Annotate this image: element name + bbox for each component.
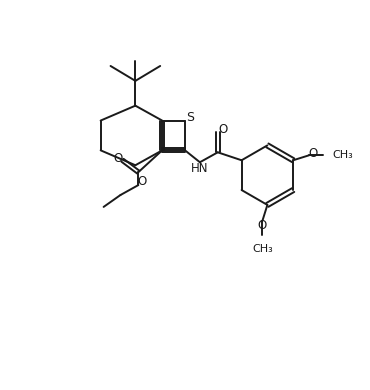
Text: O: O [258,219,267,232]
Text: S: S [186,111,194,124]
Text: O: O [113,152,122,165]
Text: HN: HN [191,162,209,175]
Text: CH₃: CH₃ [252,244,273,254]
Text: O: O [218,123,227,136]
Text: O: O [308,147,317,160]
Text: CH₃: CH₃ [333,150,354,160]
Text: O: O [138,175,147,188]
